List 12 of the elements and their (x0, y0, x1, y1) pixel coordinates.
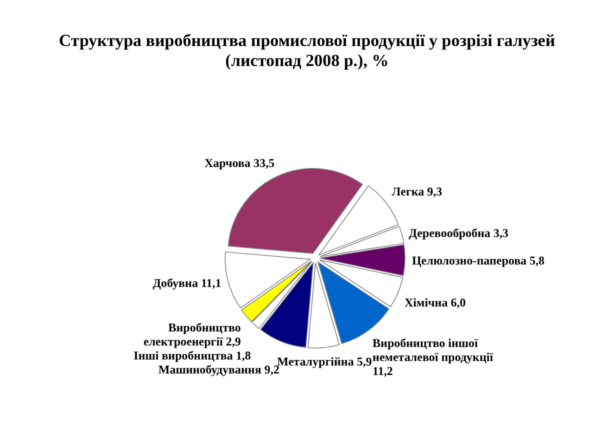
slice-label: Добувна 11,1 (152, 276, 222, 290)
slice-label: Деревообробна 3,3 (408, 226, 508, 240)
slice-label: Металургійна 5,9 (277, 354, 372, 369)
slice-label: Харчова 33,5 (204, 156, 274, 170)
slice-label: Інші виробництва 1,8 (134, 348, 251, 363)
data-label: 11,2 (372, 364, 393, 378)
chart-title: Структура виробництва промислової продукції у розрізі галузей (листопад 2008 р.), % (58, 31, 556, 70)
slice-label: Целюлозно-паперова 5,8 (412, 253, 545, 268)
slice-label: Легка 9,3 (392, 184, 442, 199)
slice-label: Виробництво іншої неметалевої продукції (372, 336, 494, 364)
slice-label: Виробництво електроенергії 2,9 (144, 320, 241, 349)
slice-label: Хімічна 6,0 (404, 295, 466, 310)
